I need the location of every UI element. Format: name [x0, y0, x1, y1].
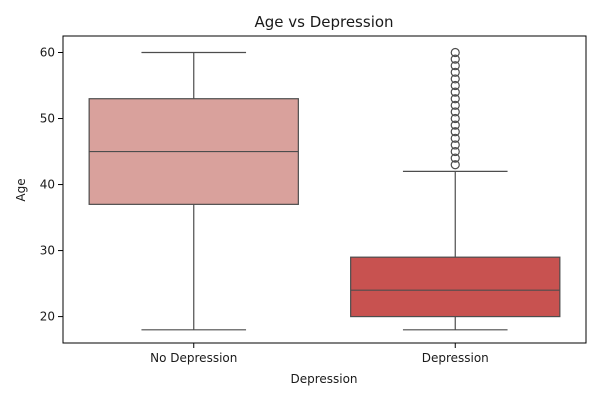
plot-frame [62, 35, 587, 344]
plot-area [88, 47, 561, 331]
box-group-no-depression [88, 51, 299, 331]
x-tick-label: Depression [422, 351, 489, 365]
outlier-point [450, 160, 460, 170]
outlier-point [450, 47, 460, 58]
x-tick-label: No Depression [150, 351, 237, 365]
outlier-point [450, 61, 460, 71]
outlier-point [450, 67, 460, 77]
outlier-point [450, 87, 460, 97]
outlier-point [450, 107, 460, 117]
y-tick-label: 60 [40, 46, 55, 60]
y-tick-label: 40 [40, 178, 55, 192]
outlier-point [450, 153, 460, 163]
outlier-point [450, 127, 460, 137]
outlier-point [450, 54, 460, 64]
y-axis-label: Age [14, 178, 28, 201]
box-group-depression [350, 47, 561, 331]
y-tick-label: 50 [40, 112, 55, 126]
outlier-point [450, 94, 460, 104]
axes: 20 30 40 50 60 No Depression Depression [40, 35, 587, 365]
outlier-point [450, 146, 460, 157]
outlier-point [450, 100, 460, 110]
outlier-point [450, 113, 460, 124]
outlier-point [450, 133, 460, 143]
y-tick-label: 30 [40, 244, 55, 258]
chart-title: Age vs Depression [254, 13, 393, 31]
y-tick-label: 20 [40, 310, 55, 324]
outlier-point [450, 140, 460, 150]
outlier-point [450, 74, 460, 84]
x-axis-label: Depression [290, 372, 357, 386]
outlier-point [450, 80, 460, 91]
iqr-box [350, 256, 561, 318]
outlier-point [450, 120, 460, 130]
